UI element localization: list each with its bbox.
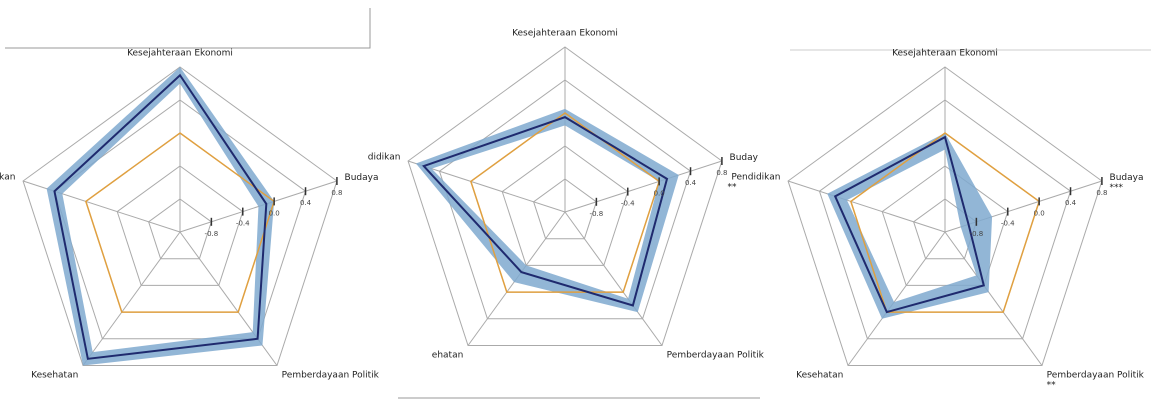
reference-line — [84, 132, 276, 313]
grid-ring — [787, 66, 1103, 366]
axis-label: didikan — [368, 153, 401, 163]
axis-label: Kesehatan — [796, 371, 843, 381]
significance-mark: ** — [1047, 381, 1057, 391]
axis-label: Kesehatan — [31, 371, 78, 381]
grid-ring — [501, 145, 629, 266]
grid-ring — [818, 99, 1072, 340]
frame-line — [5, 8, 371, 49]
spoke — [847, 231, 946, 366]
grid-ring — [533, 178, 597, 240]
confidence-band — [46, 67, 275, 366]
axis-label: Buday — [730, 153, 759, 163]
spoke — [407, 160, 566, 213]
tick-label: 0.0 — [269, 209, 280, 217]
grid-ring — [148, 198, 212, 260]
spoke — [787, 180, 946, 233]
spoke — [564, 160, 723, 213]
axis-label: Pemberdayaan Politik — [667, 351, 765, 361]
axis-label: Pemberdayaan Politik — [1047, 371, 1145, 381]
reference-line — [469, 112, 661, 293]
axis-label: Kesejahteraan Ekonomi — [512, 29, 618, 39]
axis-label: Pemberdayaan Politik — [282, 371, 380, 381]
significance-mark: *** — [1110, 183, 1124, 193]
value-line — [421, 116, 669, 307]
tick-label: 0.0 — [1034, 209, 1045, 217]
tick-label: 0.8 — [716, 169, 727, 177]
value-line — [833, 135, 986, 314]
spoke — [944, 231, 1043, 366]
tick-label: -0.4 — [621, 200, 635, 208]
axis-label: Kesejahteraan Ekonomi — [892, 49, 998, 59]
tick-label: 0.8 — [1096, 189, 1107, 197]
tick-label: -0.8 — [590, 210, 604, 218]
tick-label: 0.4 — [1065, 199, 1077, 207]
tick-label: -0.8 — [970, 230, 984, 238]
axis-label: Kesejahteraan Ekonomi — [127, 49, 233, 59]
tick-label: 0.8 — [331, 189, 342, 197]
axis-label: Pendidikan — [731, 173, 780, 183]
axis-label: Budaya — [1110, 173, 1144, 183]
tick-label: -0.4 — [236, 220, 250, 228]
axis-label: ehatan — [432, 351, 464, 361]
tick-label: 0.4 — [300, 199, 312, 207]
tick-label: 0.0 — [654, 189, 665, 197]
tick-label: -0.4 — [1001, 220, 1015, 228]
reference-line — [849, 132, 1041, 313]
spoke — [564, 211, 663, 346]
spoke — [82, 231, 181, 366]
axis-label: Pendidikan — [0, 173, 15, 183]
tick-label: -0.8 — [205, 230, 219, 238]
grid-ring — [116, 165, 244, 286]
tick-label: 0.4 — [685, 179, 697, 187]
significance-mark: ** — [727, 183, 737, 193]
grid-ring — [22, 66, 338, 366]
confidence-band — [415, 108, 679, 313]
axis-label: Budaya — [345, 173, 379, 183]
grid-ring — [881, 165, 1009, 286]
value-line — [53, 73, 268, 360]
grid-ring — [407, 46, 723, 346]
